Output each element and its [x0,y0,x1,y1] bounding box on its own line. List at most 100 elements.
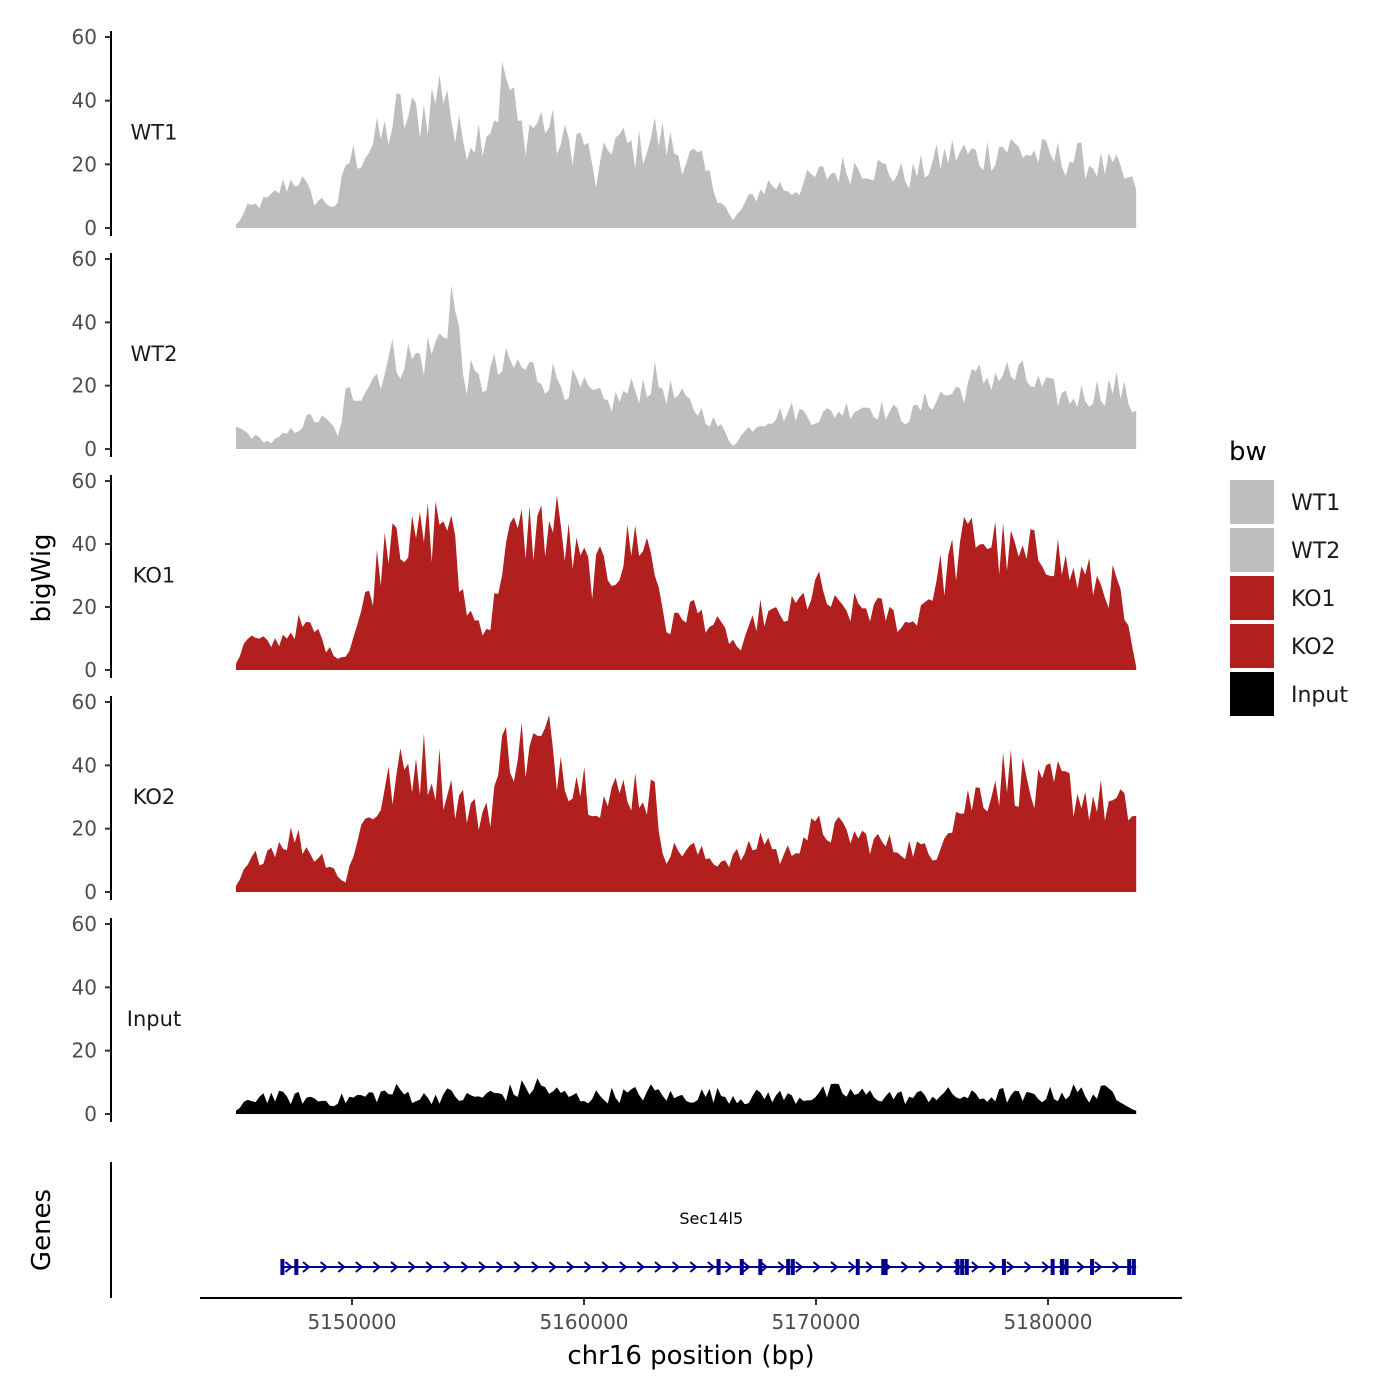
strand-arrow [495,1261,505,1273]
gene-track-title: Genes [27,1189,57,1271]
exon-mark [960,1259,965,1275]
strand-arrow [284,1261,293,1273]
exon-mark [881,1259,886,1275]
strand-arrow [319,1261,329,1273]
signal-tracks: 0 20 40 60 WT1 0 20 40 60 WT2 0 20 40 60 KO1 0 20 40 60 KO2… [72,25,1137,1126]
y-tick-label: 20 [72,152,97,176]
strand-arrow [337,1261,346,1273]
strand-arrow [583,1261,593,1273]
strand-arrow [689,1261,698,1273]
y-tick-label: 0 [84,1102,97,1126]
x-tick-label: 5160000 [539,1310,628,1334]
signal-area-wt2 [236,285,1137,449]
strand-arrow [935,1261,945,1273]
legend-label-wt1: WT1 [1291,491,1340,516]
strand-arrow [724,1261,733,1273]
strand-arrow [460,1261,469,1273]
strand-arrow [1041,1261,1050,1273]
strand-arrow [900,1261,909,1273]
exon-mark [855,1259,860,1275]
strand-arrow [671,1261,681,1273]
signal-area-input [236,1078,1137,1114]
strand-arrow [742,1261,751,1273]
y-tick-label: 40 [72,89,97,113]
strand-arrow [1076,1261,1085,1273]
track-ko2: 0 20 40 60 KO2 [72,690,1137,904]
y-tick-label: 60 [72,25,97,49]
strand-arrow [407,1261,417,1273]
track-label-ko2: KO2 [133,785,176,809]
legend-title: bw [1229,437,1267,467]
exon-mark [1090,1259,1095,1275]
signal-area-wt1 [236,61,1137,228]
legend-label-input: Input [1291,683,1348,708]
y-tick-label: 40 [72,532,97,556]
exon-mark [1131,1259,1136,1275]
strand-arrow [971,1261,980,1273]
exon-mark [1064,1259,1069,1275]
y-tick-label: 60 [72,912,97,936]
strand-arrow [759,1261,769,1273]
strand-arrow [390,1261,399,1273]
strand-arrow [830,1261,839,1273]
exon-mark [758,1259,763,1275]
y-tick-label: 40 [72,310,97,334]
signal-area-ko2 [236,714,1137,892]
strand-arrow [478,1261,487,1273]
legend-key-input [1230,672,1274,716]
exon-mark [280,1259,285,1275]
strand-arrow [988,1261,997,1273]
x-axis: chr16 position (bp) 5150000 5160000 517000… [200,1297,1182,1371]
y-tick-label: 60 [72,469,97,493]
exon-mark [790,1259,795,1275]
exon-mark [716,1259,721,1275]
track-label-wt1: WT1 [131,121,178,145]
strand-arrow [918,1261,927,1273]
track-wt2: 0 20 40 60 WT2 [72,247,1137,461]
gene-label-sec14l5: Sec14l5 [679,1209,743,1228]
exon-mark [1127,1259,1132,1275]
legend: bw WT1 WT2 KO1 KO2 Input [1229,437,1348,716]
y-axis-title: bigWig [27,533,57,622]
exon-mark [1050,1259,1055,1275]
x-axis-title: chr16 position (bp) [567,1341,814,1371]
legend-key-ko1 [1230,576,1274,620]
x-tick-label: 5150000 [307,1310,396,1334]
legend-label-wt2: WT2 [1291,539,1340,564]
strand-arrow [302,1261,311,1273]
x-tick-label: 5170000 [771,1310,860,1334]
legend-key-wt1 [1230,480,1274,524]
exon-mark [1059,1259,1064,1275]
strand-arrow [654,1261,663,1273]
legend-key-ko2 [1230,624,1274,668]
gene-track: Genes Sec14l5 [27,1162,1137,1298]
y-tick-label: 60 [72,690,97,714]
strand-arrow [566,1261,575,1273]
strand-arrow [619,1261,628,1273]
signal-area-ko1 [236,495,1137,670]
track-ko1: 0 20 40 60 KO1 [72,469,1137,682]
track-wt1: 0 20 40 60 WT1 [72,25,1137,240]
exon-mark [294,1259,299,1275]
strand-arrow [812,1261,821,1273]
y-tick-label: 20 [72,595,97,619]
y-tick-label: 0 [84,658,97,682]
strand-arrow [847,1261,857,1273]
exon-mark [883,1259,888,1275]
strand-arrow [636,1261,645,1273]
strand-arrow [443,1261,452,1273]
strand-arrow [707,1261,716,1273]
y-tick-label: 20 [72,1039,97,1063]
y-tick-label: 40 [72,753,97,777]
strand-arrow [1023,1261,1033,1273]
strand-arrow [513,1261,522,1273]
x-tick-label: 5180000 [1003,1310,1092,1334]
strand-arrow [1111,1261,1121,1273]
y-tick-label: 20 [72,374,97,398]
exon-mark [964,1259,969,1275]
y-tick-label: 40 [72,975,97,999]
track-label-ko1: KO1 [133,564,176,588]
legend-key-wt2 [1230,528,1274,572]
y-tick-label: 0 [84,437,97,461]
